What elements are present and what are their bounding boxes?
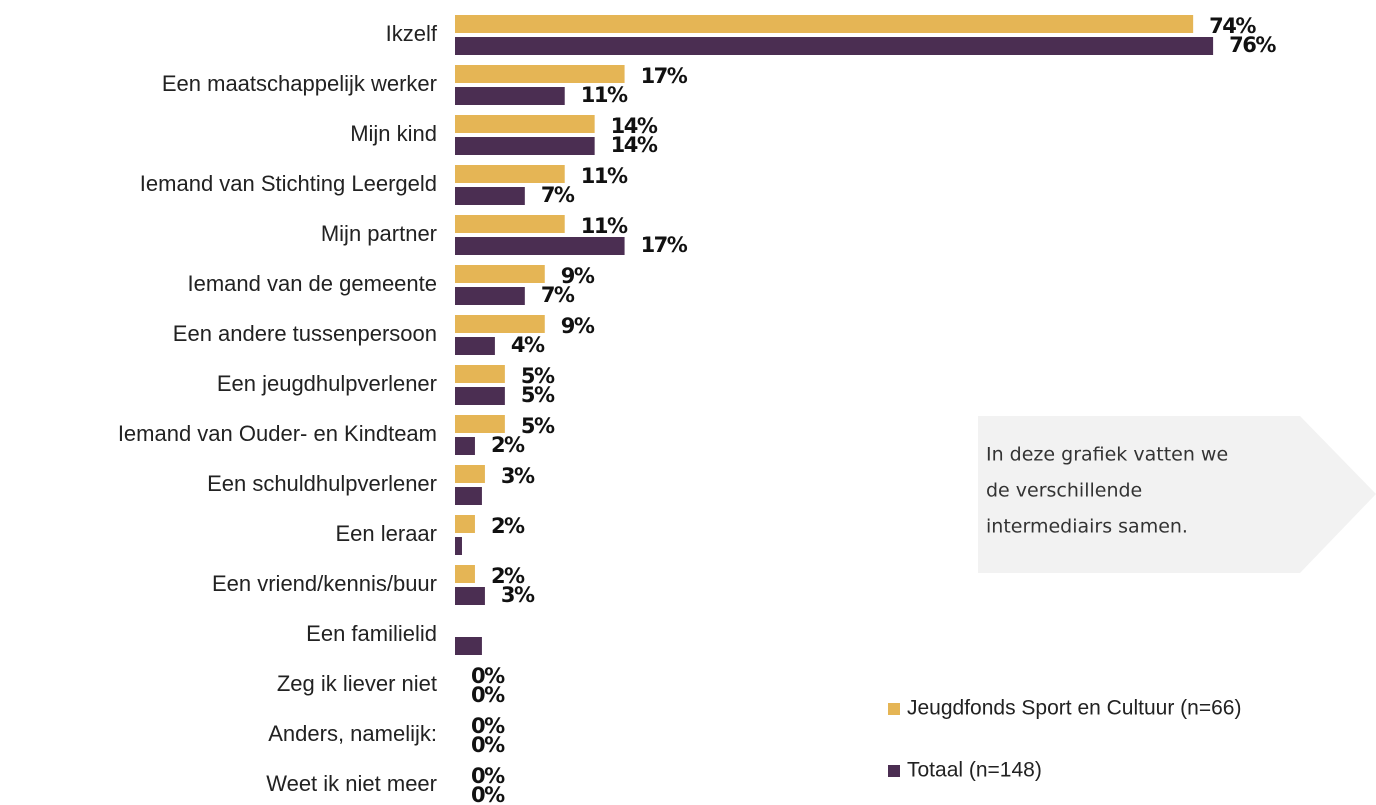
bar xyxy=(455,587,485,605)
value-label: 0% xyxy=(471,683,505,707)
category-label: Een familielid xyxy=(306,621,437,646)
annotation-text: intermediairs samen. xyxy=(986,516,1188,538)
bar xyxy=(455,437,475,455)
bar xyxy=(455,137,595,155)
value-label: 3% xyxy=(501,583,535,607)
category-label: Een vriend/kennis/buur xyxy=(212,571,437,596)
category-label: Weet ik niet meer xyxy=(266,771,437,796)
category-label: Iemand van de gemeente xyxy=(187,271,437,296)
value-label: 0% xyxy=(471,783,505,805)
annotation-text: de verschillende xyxy=(986,480,1142,502)
category-label: Een leraar xyxy=(335,521,437,546)
bar xyxy=(455,165,565,183)
bar xyxy=(455,565,475,583)
bar xyxy=(455,415,505,433)
bar xyxy=(455,115,595,133)
value-label: 0% xyxy=(471,664,505,688)
value-label: 3% xyxy=(501,464,535,488)
bar xyxy=(455,315,545,333)
value-label: 76% xyxy=(1229,33,1276,57)
bar xyxy=(455,337,495,355)
value-label: 0% xyxy=(471,764,505,788)
category-label: Mijn partner xyxy=(321,221,437,246)
bar xyxy=(455,237,625,255)
category-label: Een andere tussenpersoon xyxy=(173,321,437,346)
bar xyxy=(455,187,525,205)
value-label: 74% xyxy=(1209,14,1256,38)
value-label: 17% xyxy=(641,64,688,88)
value-label: 9% xyxy=(561,264,595,288)
category-label: Iemand van Ouder- en Kindteam xyxy=(118,421,437,446)
value-label: 2% xyxy=(491,514,525,538)
bar xyxy=(455,365,505,383)
value-label: 9% xyxy=(561,314,595,338)
category-label: Een jeugdhulpverlener xyxy=(217,371,437,396)
annotation-text: In deze grafiek vatten we xyxy=(986,444,1228,466)
annotation-box xyxy=(978,416,1376,573)
value-label: 11% xyxy=(581,214,628,238)
value-label: 11% xyxy=(581,83,628,107)
value-label: 17% xyxy=(641,233,688,257)
bar xyxy=(455,15,1194,33)
value-label: 2% xyxy=(491,433,525,457)
bar xyxy=(455,487,482,505)
legend-label: Jeugdfonds Sport en Cultuur (n=66) xyxy=(907,697,1241,720)
value-label: 0% xyxy=(471,733,505,757)
category-label: Een maatschappelijk werker xyxy=(162,71,437,96)
bar xyxy=(455,37,1214,55)
legend-swatch xyxy=(888,703,900,715)
bar xyxy=(455,215,565,233)
bar xyxy=(455,515,475,533)
category-label: Mijn kind xyxy=(350,121,437,146)
bar xyxy=(455,287,525,305)
value-label: 7% xyxy=(541,283,575,307)
value-label: 7% xyxy=(541,183,575,207)
value-label: 5% xyxy=(521,383,555,407)
value-label: 2% xyxy=(491,564,525,588)
category-label: Een schuldhulpverlener xyxy=(207,471,437,496)
value-label: 5% xyxy=(521,414,555,438)
value-label: 14% xyxy=(611,114,658,138)
value-label: 11% xyxy=(581,164,628,188)
category-label: Iemand van Stichting Leergeld xyxy=(140,171,437,196)
legend-label: Totaal (n=148) xyxy=(907,759,1042,782)
bar xyxy=(455,637,482,655)
bar xyxy=(455,65,625,83)
value-label: 5% xyxy=(521,364,555,388)
bar xyxy=(455,537,462,555)
category-label: Anders, namelijk: xyxy=(268,721,437,746)
bar xyxy=(455,87,565,105)
value-label: 14% xyxy=(611,133,658,157)
value-label: 0% xyxy=(471,714,505,738)
bar xyxy=(455,465,485,483)
bar xyxy=(455,387,505,405)
bar xyxy=(455,265,545,283)
category-label: Zeg ik liever niet xyxy=(277,671,437,696)
legend-swatch xyxy=(888,765,900,777)
category-label: Ikzelf xyxy=(386,21,438,46)
value-label: 4% xyxy=(511,333,545,357)
